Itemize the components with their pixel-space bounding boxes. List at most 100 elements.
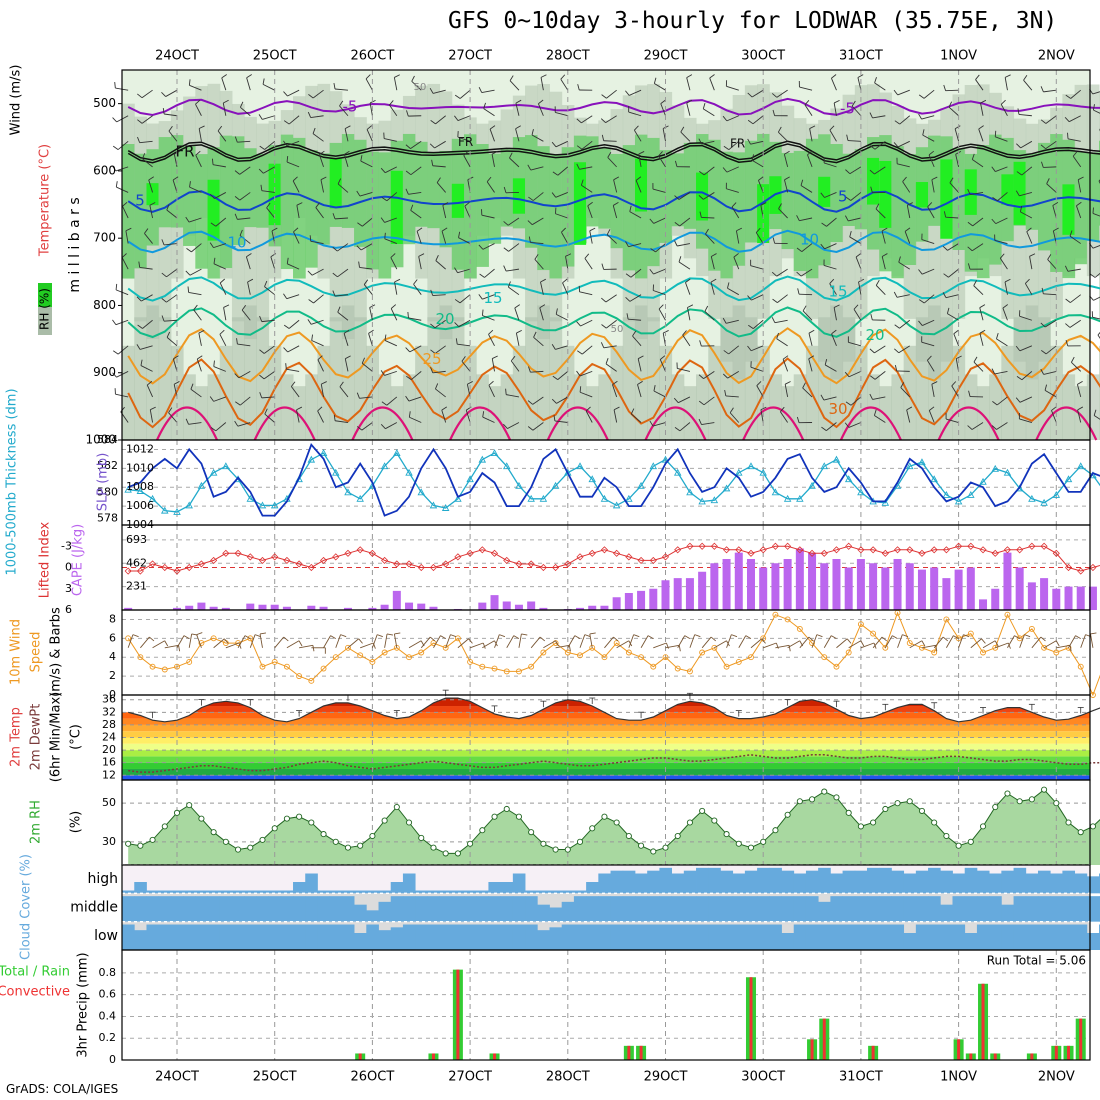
wind10-barb-shaft [384, 633, 388, 648]
wind-barb-flag [967, 425, 973, 430]
rh-low-cell [500, 374, 514, 440]
rh2m-marker [467, 840, 474, 847]
lifted-index-marker [820, 549, 828, 557]
cape-bar [966, 567, 975, 610]
wind-barb-shaft [802, 310, 813, 321]
lifted-index-marker [417, 563, 425, 572]
cloud-bar-high [280, 890, 294, 894]
wind10-speed-marker [796, 625, 803, 632]
wind-barb-flag [332, 246, 338, 252]
wind-barb-flag [756, 381, 762, 386]
cloud-bar-middle [769, 896, 782, 922]
cloud-bar-high [879, 867, 892, 894]
wind-barb-flag [731, 202, 737, 208]
cloud-bar-middle [830, 896, 843, 922]
rh2m-marker [259, 836, 266, 843]
wind-barb-shaft [951, 385, 959, 398]
wind-barb-flag [831, 74, 837, 79]
wind-barb-shaft [293, 231, 300, 244]
lifted-index-marker [197, 560, 205, 568]
wind-barb-shaft [726, 85, 739, 91]
rh2m-marker [271, 825, 278, 832]
cape-bar [1088, 586, 1097, 610]
wind-barb-flag [431, 159, 434, 166]
slp-ytick-label: 1012 [126, 442, 154, 455]
wind-barb-flag [758, 176, 764, 181]
cloud-bar-low [708, 924, 721, 950]
wind10-barb-flag [224, 638, 229, 644]
wind-barb-flag [943, 211, 947, 218]
wind-barb-shaft [710, 282, 715, 295]
rh-moist-cell [1086, 152, 1100, 241]
contour-label-fr: FR [175, 143, 194, 161]
rh2m-marker [381, 817, 388, 824]
wind10-barb-shaft [921, 644, 936, 649]
wind-barb-flag [283, 120, 290, 125]
wind-barb-shaft [509, 157, 520, 168]
wind-barb-shaft [286, 294, 300, 300]
wind-barb-flag [968, 390, 971, 397]
wind-barb-shaft [994, 370, 1008, 375]
wind-barb-shaft [555, 213, 568, 219]
wind10-speed-marker [857, 621, 864, 628]
rh2m-marker [613, 819, 620, 826]
wind-barb-flag [601, 297, 607, 303]
lifted-index-marker [393, 560, 401, 568]
cape-bar [588, 605, 597, 610]
cloud-bar-high [781, 870, 795, 894]
rh2m-marker [320, 831, 327, 838]
wind10-barb-shaft [775, 644, 790, 649]
wind-barb-flag [527, 164, 532, 171]
thickness-marker [1003, 468, 1012, 476]
wind-barb-shaft [804, 104, 813, 116]
cloud-bar-low [146, 924, 160, 950]
cloud-bar-high [427, 890, 440, 894]
wind10-barb-shaft [164, 644, 179, 649]
cloud-bar-high [207, 890, 221, 894]
wind-barb-shaft [996, 396, 1008, 406]
freezing-level-line-a [127, 140, 1100, 161]
wind-barb-shaft [531, 217, 544, 226]
wind-barb-shaft [1044, 390, 1057, 398]
cloud-bar-low [976, 924, 990, 950]
wind-barb-flag [946, 307, 950, 314]
wind-barb-flag [576, 370, 581, 377]
wind-barb-shaft [898, 261, 910, 270]
cape-bar [844, 567, 853, 610]
wind10-speed-marker [332, 654, 339, 661]
wind-barb-shaft [1077, 179, 1082, 193]
wind-barb-shaft [509, 80, 520, 91]
wind10-barb-shaft [555, 644, 570, 649]
rh-low-cell [854, 345, 868, 440]
wind-barb-shaft [800, 185, 813, 193]
wind-barb-shaft [389, 104, 398, 117]
wind-barb-shaft [829, 283, 837, 295]
isotherm-10 [127, 229, 1100, 254]
isotherm-20 [127, 306, 1100, 339]
wind-barb-shaft [633, 129, 642, 142]
temp-color-band [122, 743, 1090, 751]
wind-barb-shaft [1004, 281, 1008, 295]
wind-barb-flag [461, 356, 466, 362]
rh-moist-cell [976, 145, 990, 279]
isotherm-hot-dome [253, 406, 316, 441]
wind10-speed-marker [699, 649, 706, 656]
wind-barb-flag [1076, 201, 1082, 207]
precip-ytick-label: 0 [109, 1053, 116, 1066]
rh2m-marker [173, 809, 181, 816]
wind10-speed-marker [345, 644, 351, 651]
cloud-bar-high [744, 870, 758, 894]
cloud-bar-low [366, 924, 379, 950]
wind-barb-flag [784, 176, 790, 181]
wind-barb-shaft [189, 268, 202, 276]
cloud-bar-middle [317, 896, 331, 922]
wind10-barb-flag [238, 642, 242, 649]
wind10-barb-flag [283, 636, 289, 642]
cape-bar [881, 567, 890, 610]
top-date-label: 30OCT [741, 49, 785, 64]
wind-barb-shaft [927, 206, 935, 219]
wind10-barb-flag [731, 634, 738, 638]
wind10-barb-shaft [457, 638, 469, 649]
wind-barb-flag [259, 145, 265, 150]
lifted-index-marker [722, 546, 731, 554]
